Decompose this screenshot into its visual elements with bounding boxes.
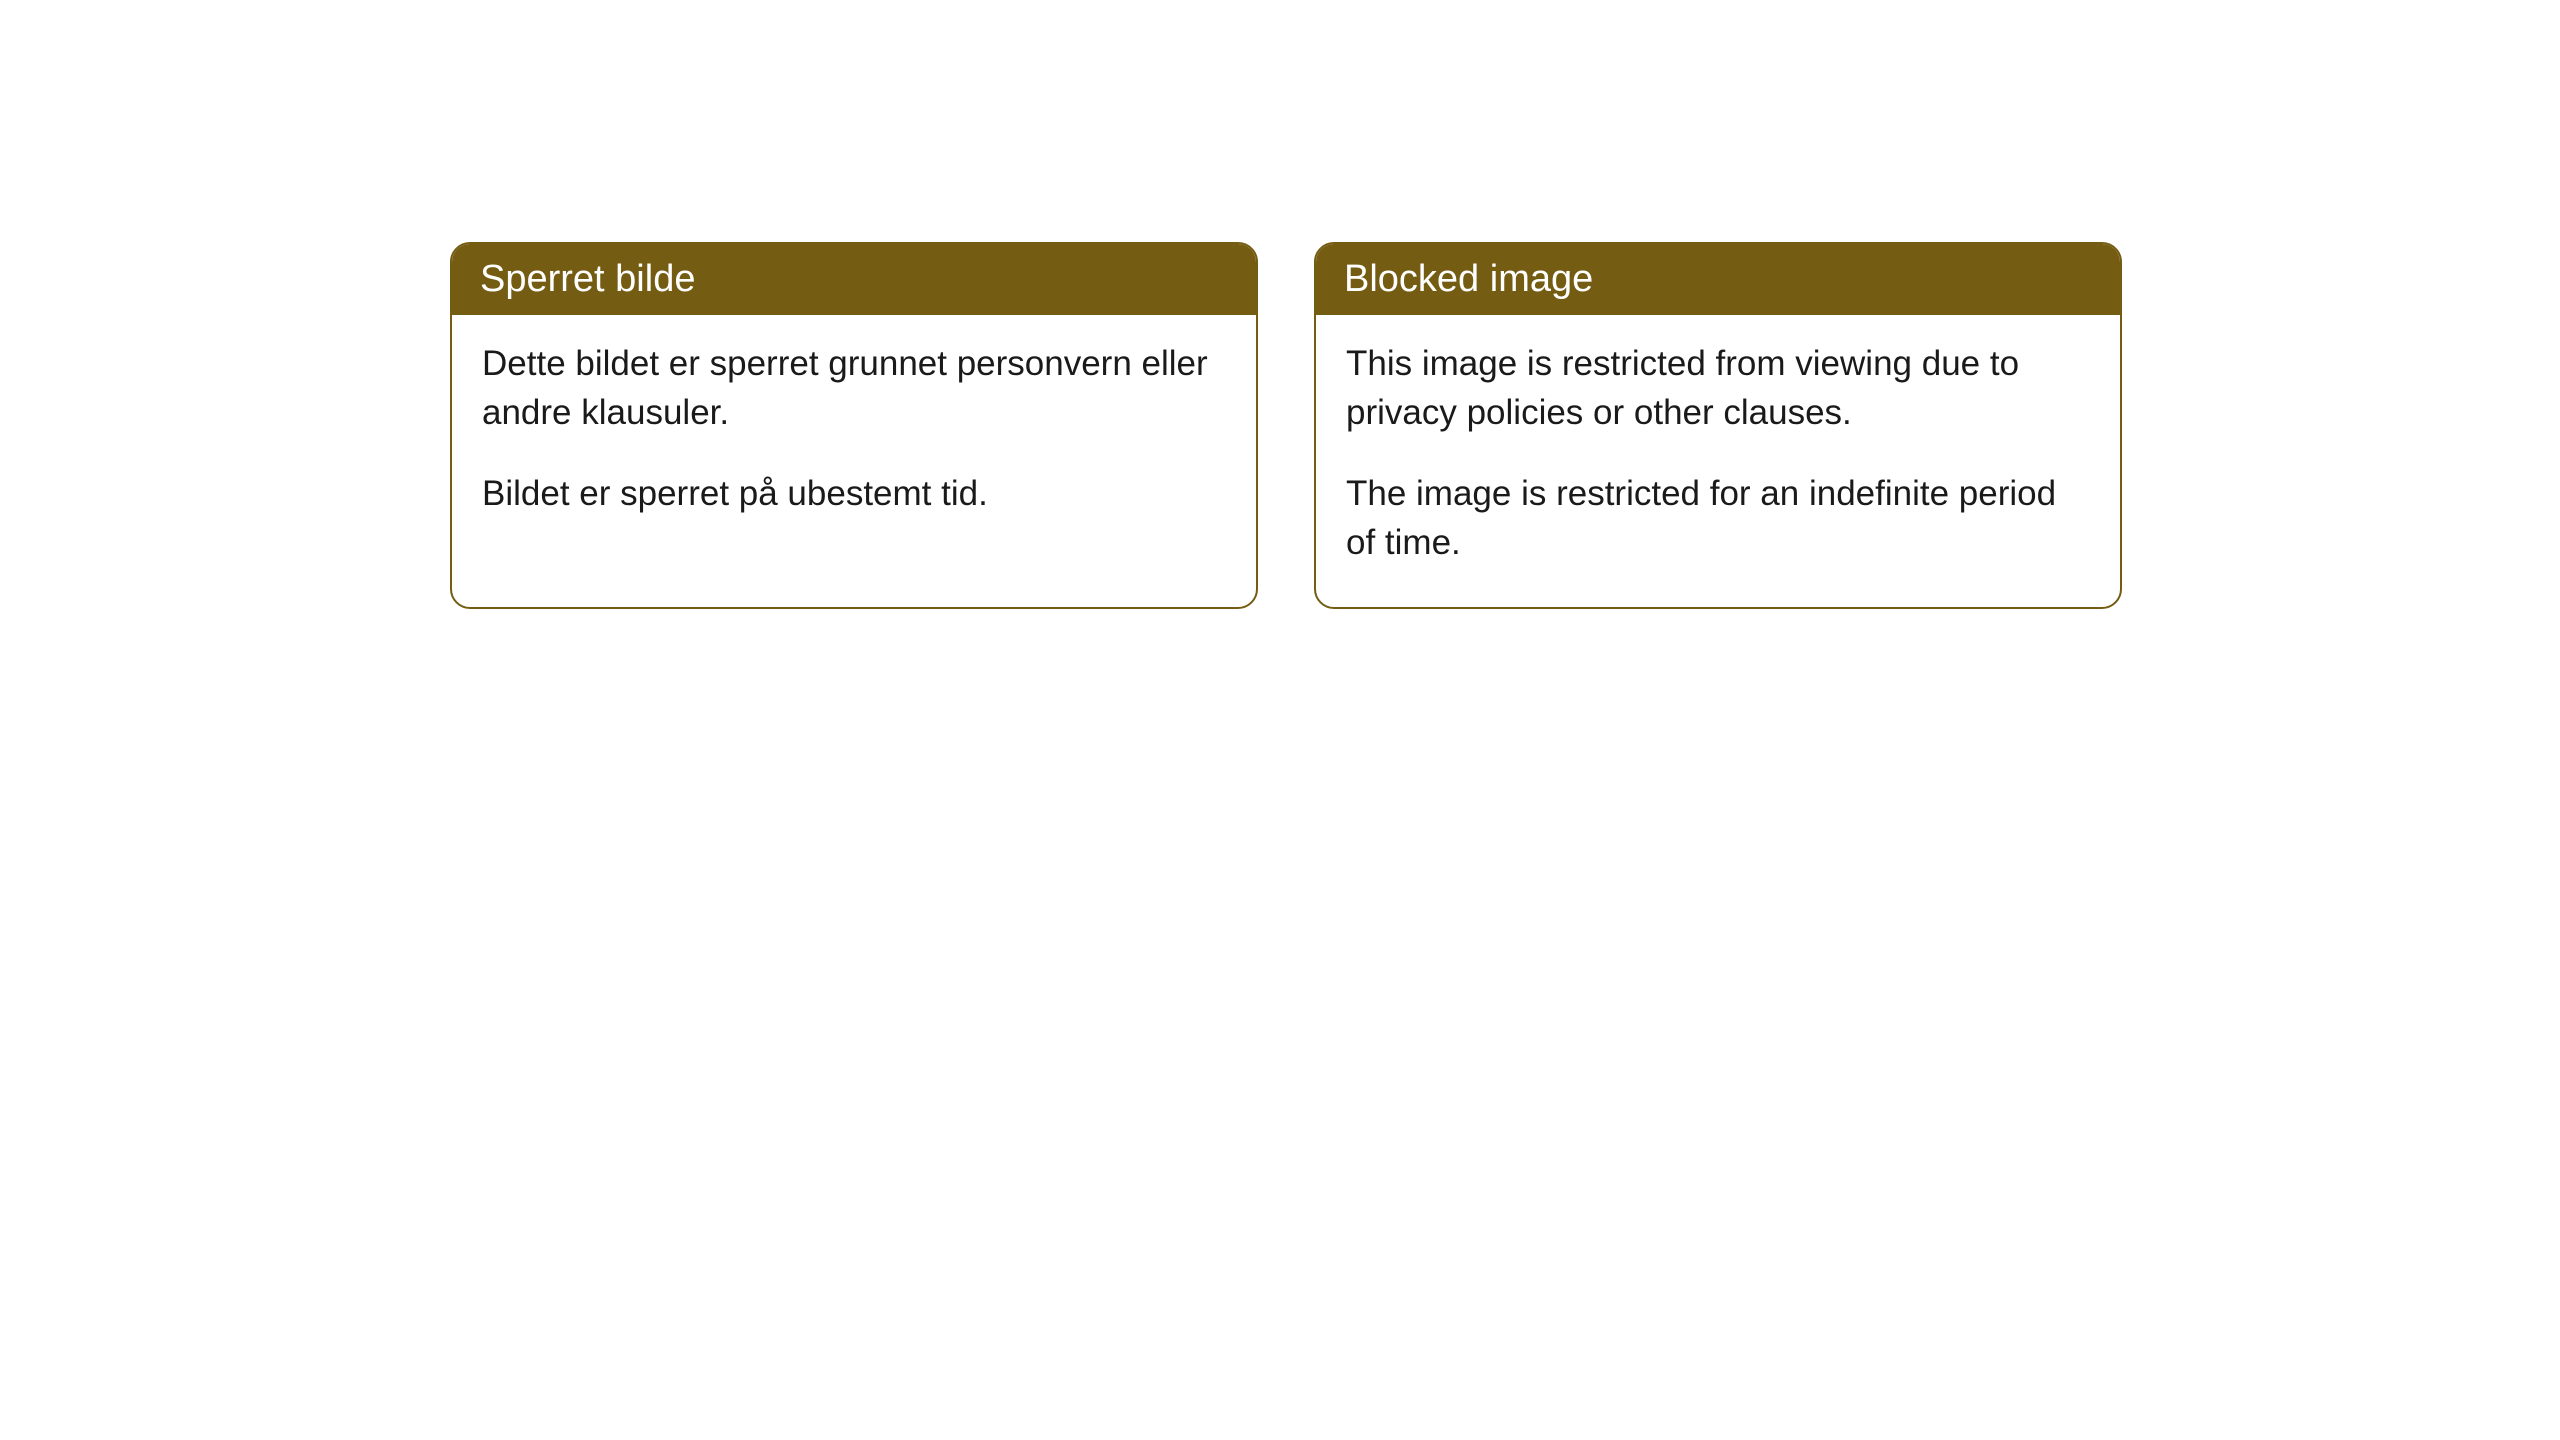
card-paragraph-2: The image is restricted for an indefinit… [1346, 469, 2090, 567]
blocked-image-card-english: Blocked image This image is restricted f… [1314, 242, 2122, 609]
card-header: Sperret bilde [452, 244, 1256, 315]
card-paragraph-1: This image is restricted from viewing du… [1346, 339, 2090, 437]
card-paragraph-2: Bildet er sperret på ubestemt tid. [482, 469, 1226, 518]
card-header: Blocked image [1316, 244, 2120, 315]
card-body: This image is restricted from viewing du… [1316, 315, 2120, 607]
card-title: Sperret bilde [480, 258, 695, 300]
cards-container: Sperret bilde Dette bildet er sperret gr… [0, 0, 2560, 609]
card-paragraph-1: Dette bildet er sperret grunnet personve… [482, 339, 1226, 437]
card-title: Blocked image [1344, 258, 1593, 300]
blocked-image-card-norwegian: Sperret bilde Dette bildet er sperret gr… [450, 242, 1258, 609]
card-body: Dette bildet er sperret grunnet personve… [452, 315, 1256, 558]
